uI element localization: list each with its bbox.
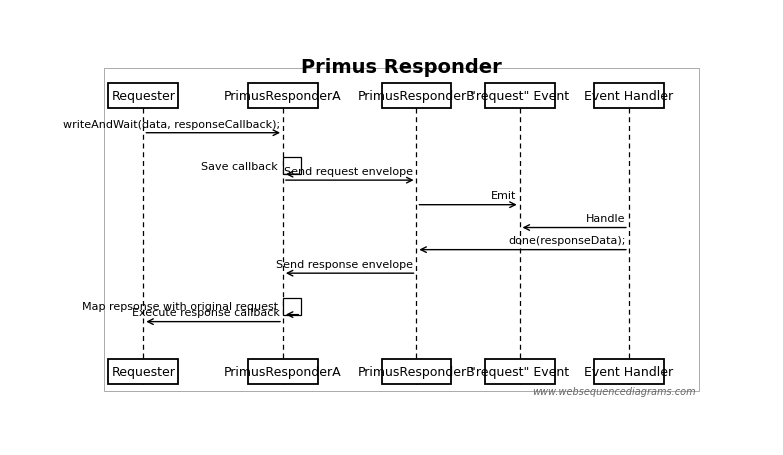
Text: www.websequencediagrams.com: www.websequencediagrams.com — [532, 386, 695, 396]
Text: Event Handler: Event Handler — [584, 365, 673, 379]
Text: Execute response callback: Execute response callback — [132, 308, 280, 318]
Bar — [109, 359, 179, 384]
Bar — [381, 84, 451, 109]
Bar — [485, 359, 554, 384]
Bar — [248, 359, 318, 384]
Text: Emit: Emit — [491, 191, 517, 201]
Text: "request" Event: "request" Event — [470, 365, 569, 379]
Text: Send request envelope: Send request envelope — [284, 167, 413, 177]
Text: Event Handler: Event Handler — [584, 90, 673, 103]
Text: Send response envelope: Send response envelope — [276, 259, 413, 269]
Bar — [594, 84, 664, 109]
Text: PrimusResponderB: PrimusResponderB — [358, 90, 475, 103]
Bar — [248, 84, 318, 109]
Text: Requester: Requester — [111, 365, 175, 379]
Text: PrimusResponderA: PrimusResponderA — [224, 365, 341, 379]
Text: Save callback: Save callback — [201, 162, 278, 172]
Text: PrimusResponderB: PrimusResponderB — [358, 365, 475, 379]
Bar — [381, 359, 451, 384]
Text: done(responseData);: done(responseData); — [508, 236, 626, 246]
Bar — [485, 84, 554, 109]
Text: Primus Responder: Primus Responder — [301, 57, 502, 76]
Bar — [594, 359, 664, 384]
Bar — [283, 158, 301, 175]
Text: Requester: Requester — [111, 90, 175, 103]
Bar — [109, 84, 179, 109]
Text: PrimusResponderA: PrimusResponderA — [224, 90, 341, 103]
Text: "request" Event: "request" Event — [470, 90, 569, 103]
Text: writeAndWait(data, responseCallback);: writeAndWait(data, responseCallback); — [63, 119, 280, 129]
Text: Map repsonse with original request: Map repsonse with original request — [82, 302, 278, 312]
Bar — [283, 298, 301, 315]
Text: Handle: Handle — [586, 214, 626, 224]
